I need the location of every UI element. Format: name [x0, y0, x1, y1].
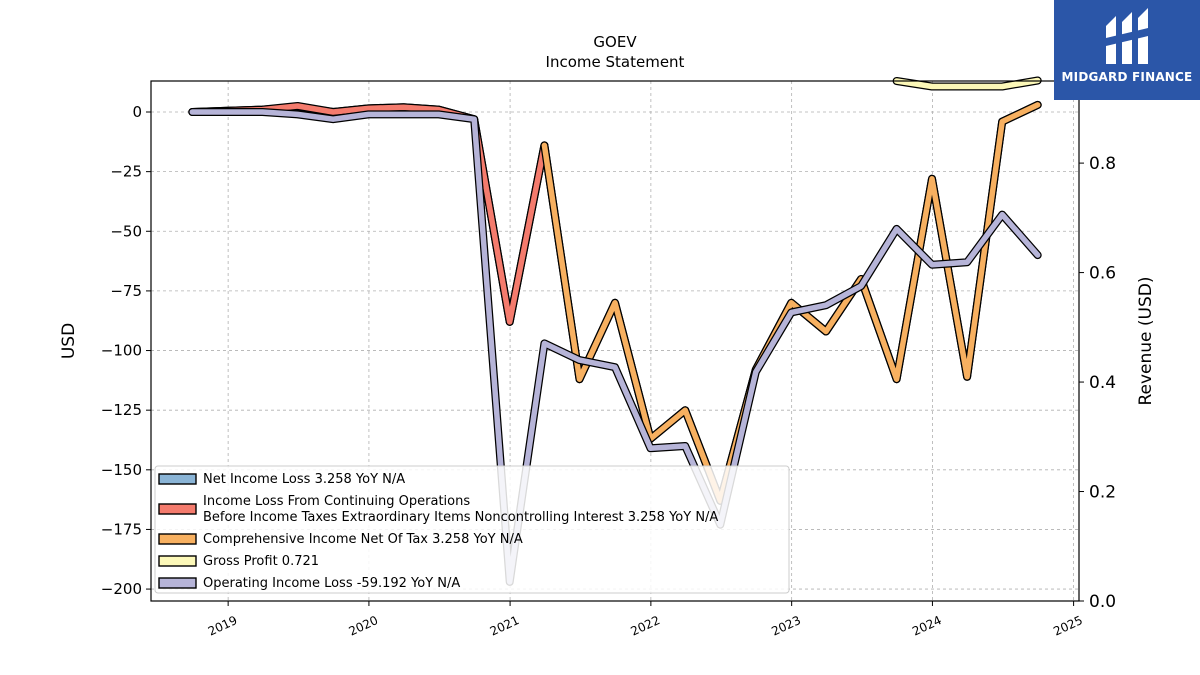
y-tick-label: −175	[101, 520, 142, 538]
legend-label: Before Income Taxes Extraordinary Items …	[203, 510, 718, 525]
y-tick-label: −125	[101, 401, 142, 419]
series-line	[189, 103, 548, 325]
y2-tick-label: 0.0	[1089, 592, 1116, 612]
x-tick-label: 2019	[206, 613, 240, 639]
midgard-finance-logo: MIDGARD FINANCE	[1054, 0, 1200, 100]
legend-label: Income Loss From Continuing Operations	[203, 494, 470, 509]
y2-tick-label: 0.2	[1089, 483, 1116, 503]
logo-text: MIDGARD FINANCE	[1061, 70, 1193, 84]
x-tick-label: 2024	[910, 613, 944, 639]
y2-tick-label: 0.4	[1089, 373, 1116, 393]
legend-swatch	[158, 473, 197, 485]
series-operating-income-loss	[188, 108, 1042, 586]
legend-swatch	[158, 555, 197, 567]
legend-label: Net Income Loss 3.258 YoY N/A	[203, 472, 405, 487]
y-tick-label: 0	[132, 103, 142, 121]
legend-box	[154, 465, 790, 594]
y-tick-label: −100	[101, 342, 142, 360]
x-tick-label: 2025	[1051, 613, 1085, 639]
y-tick-label: −25	[110, 163, 142, 181]
x-tick-label: 2023	[769, 613, 803, 639]
legend-swatch	[158, 577, 197, 589]
y-tick-label: −150	[101, 461, 142, 479]
plot-frame	[150, 80, 1080, 602]
series-gross-profit	[892, 76, 1042, 91]
x-tick-label: 2022	[629, 613, 663, 639]
series-line	[189, 109, 1041, 585]
chart-subtitle: Income Statement	[546, 53, 685, 71]
x-tick-label: 2021	[488, 613, 522, 639]
y-tick-label: −75	[110, 282, 142, 300]
y2-axis-label: Revenue (USD)	[1136, 276, 1156, 405]
legend-label: Gross Profit 0.721	[203, 554, 319, 569]
legend-label: Comprehensive Income Net Of Tax 3.258 Yo…	[203, 532, 523, 547]
legend-swatch	[158, 533, 197, 545]
series-line	[893, 77, 1041, 90]
y2-tick-label: 0.8	[1089, 154, 1116, 174]
y-tick-label: −200	[101, 580, 142, 598]
y-axis-label: USD	[59, 323, 79, 359]
y-tick-label: −50	[110, 222, 142, 240]
y2-tick-label: 0.6	[1089, 264, 1116, 284]
series-income-loss-from-continuing-operations-b	[188, 102, 549, 326]
series-comprehensive-income-net-of-tax	[540, 100, 1042, 505]
logo-mark-icon	[1106, 8, 1148, 64]
chart-title: GOEV	[593, 33, 637, 51]
series-line	[541, 102, 1041, 504]
legend-swatch	[158, 503, 197, 515]
x-tick-label: 2020	[347, 613, 381, 639]
legend-label: Operating Income Loss -59.192 YoY N/A	[203, 576, 460, 591]
